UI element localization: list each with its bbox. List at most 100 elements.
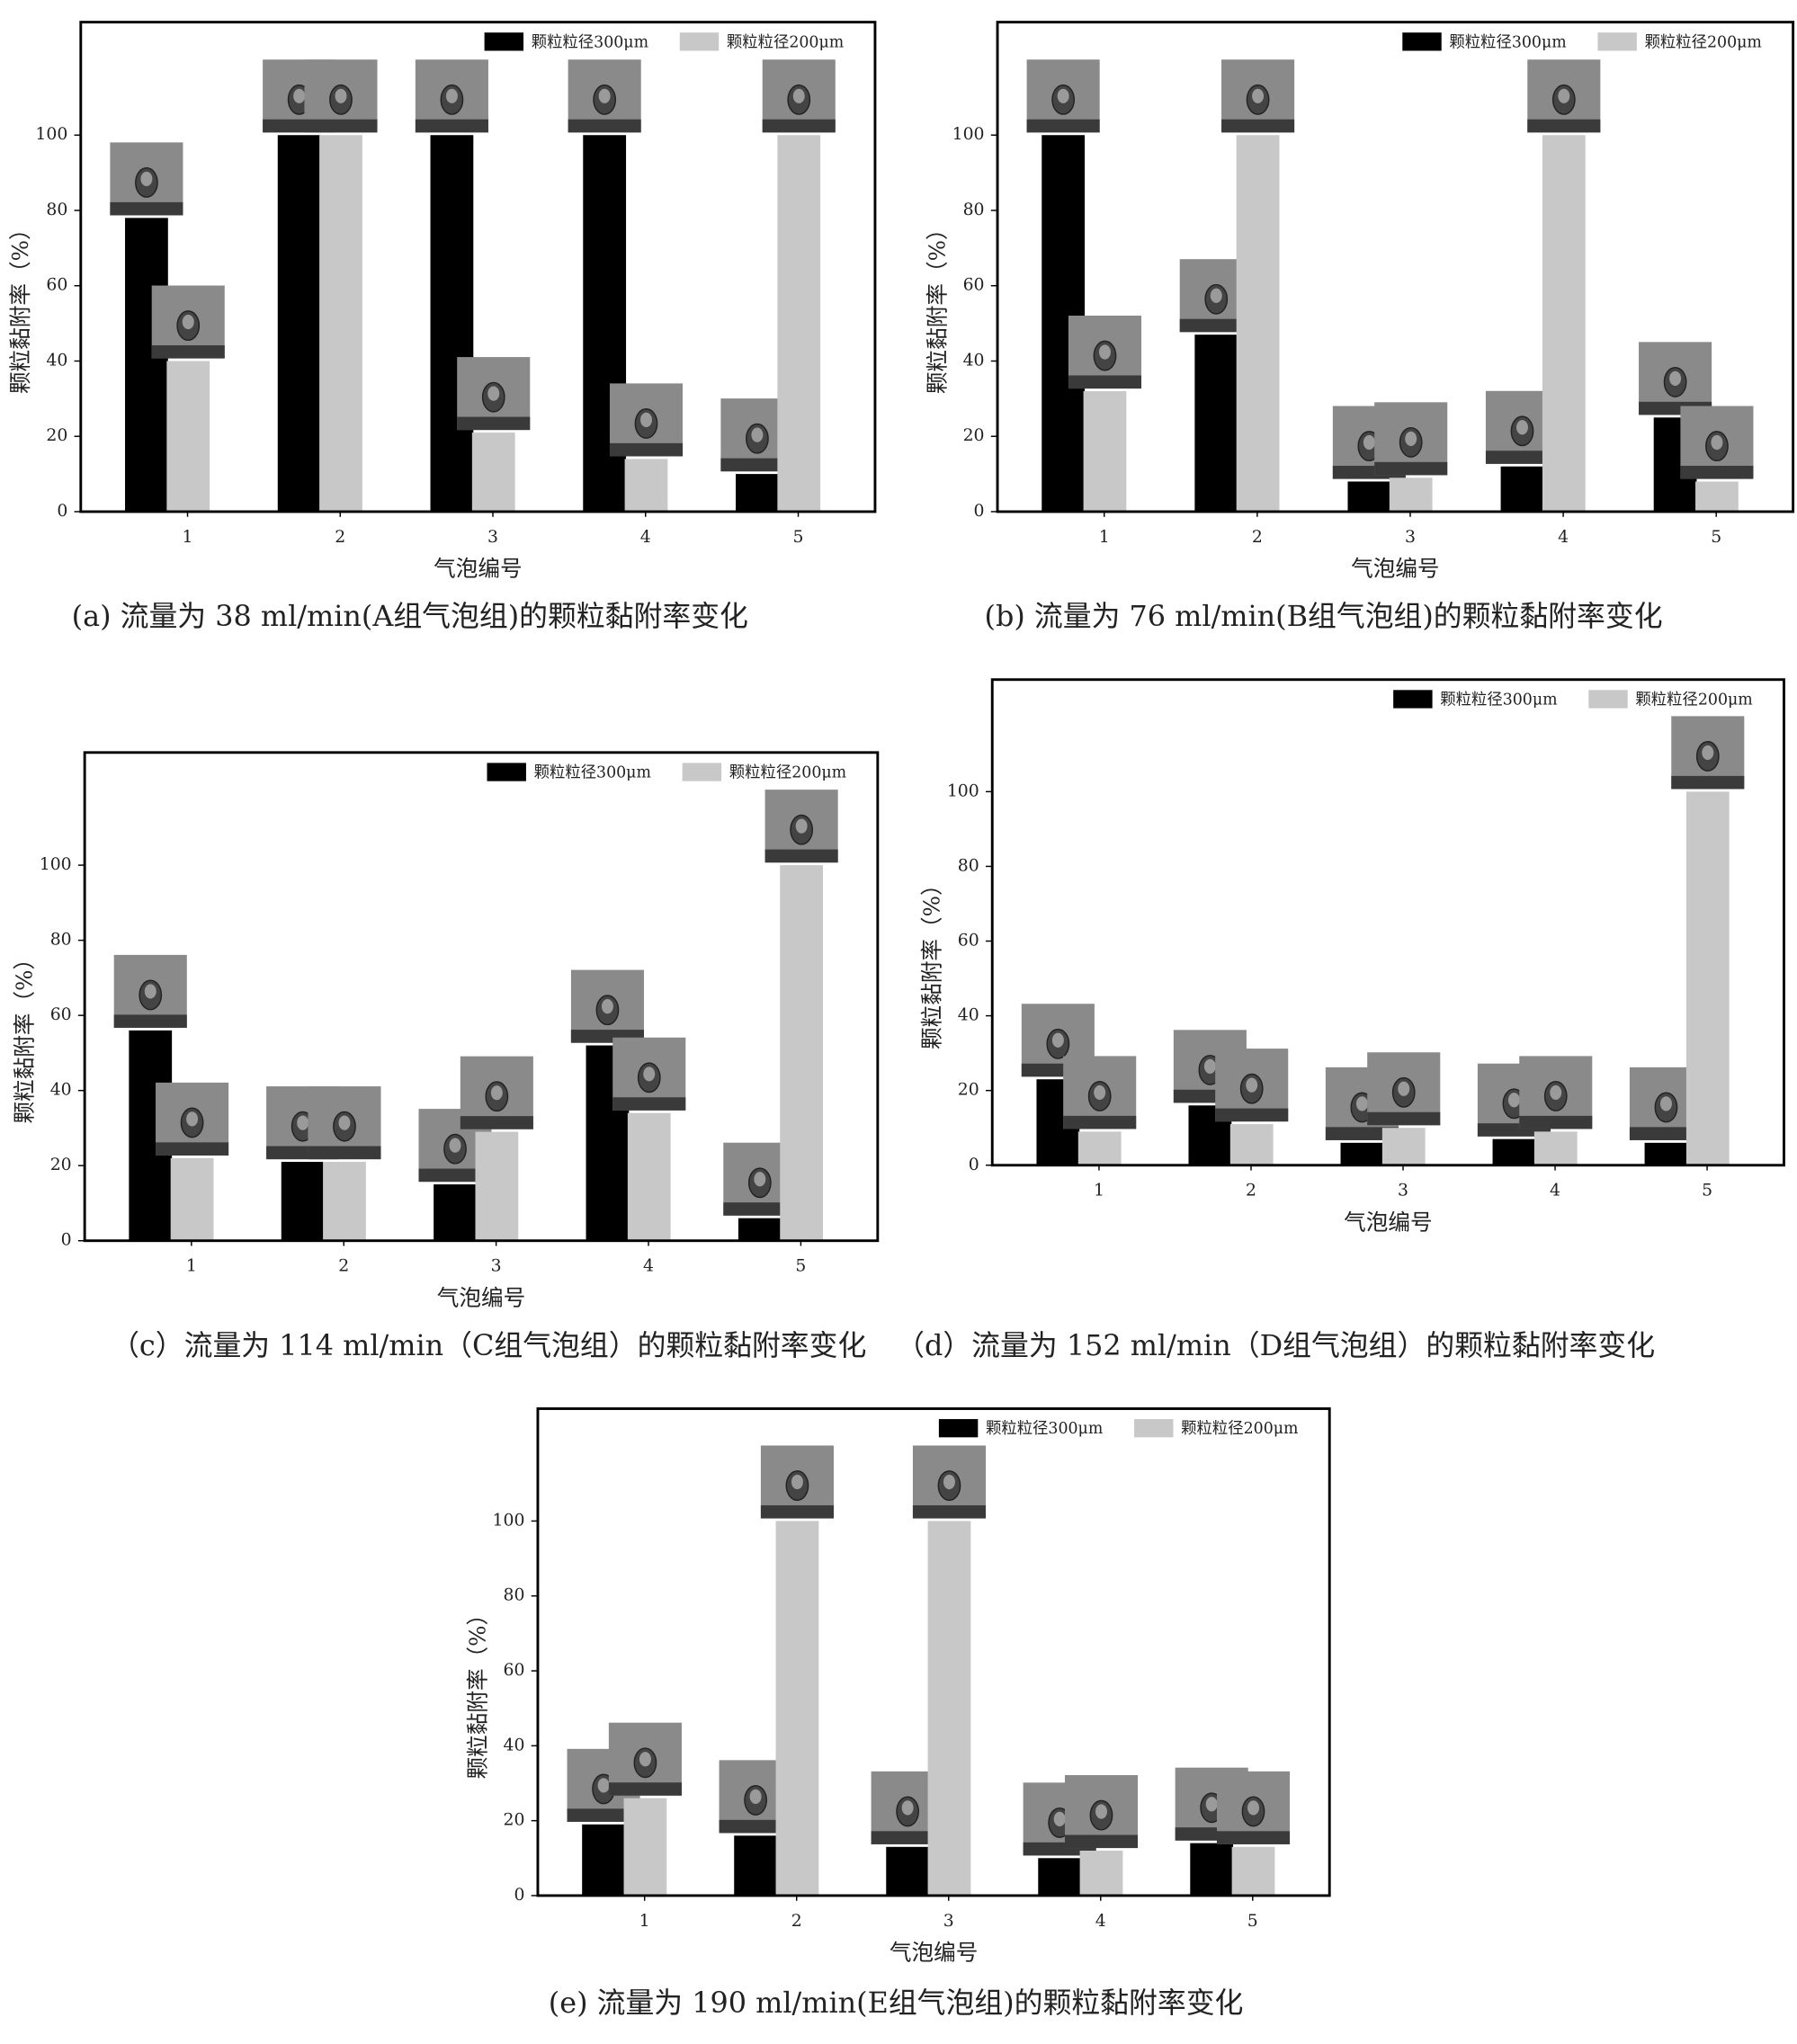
bar [734,1835,777,1896]
photo-base [1629,1127,1703,1140]
bar [780,865,824,1241]
y-axis-label: 颗粒黏附率（%） [919,873,945,1049]
bubble-hl [640,412,652,428]
y-tick-label: 80 [958,856,979,875]
bubble-hl [1246,1077,1258,1093]
caption: (e) 流量为 190 ml/min(E组气泡组)的颗粒黏附率变化 [549,1986,1244,2020]
bubble-hl [749,1789,762,1804]
bar [1083,390,1127,512]
bar [623,1798,667,1896]
plot-frame [990,678,1785,1167]
legend-swatch [487,763,526,781]
bar [775,1521,819,1896]
bubble-hl [297,1115,309,1130]
photo-base [760,1504,834,1519]
y-tick-label: 0 [514,1886,525,1905]
photo-base [151,344,225,359]
x-tick-label: 3 [487,528,498,547]
bar [475,1131,519,1241]
y-tick-label: 100 [952,125,985,144]
y-tick-label: 100 [947,781,979,800]
bar [166,361,210,512]
y-tick-label: 60 [958,932,979,951]
photo-base [568,119,641,133]
bubble-hl [490,1085,503,1101]
y-axis-label: 颗粒黏附率（%） [924,218,950,394]
y-tick-label: 20 [963,426,985,445]
y-tick-label: 20 [958,1081,979,1100]
y-tick-label: 20 [504,1811,525,1830]
bar [624,459,668,512]
photo-base [1179,318,1253,333]
bar [434,1184,477,1241]
bar [582,1824,625,1896]
bubble-hl [293,88,306,103]
bar [1231,1846,1275,1896]
legend-swatch [1402,32,1442,51]
bubble-hl [1355,1096,1368,1111]
bubble-hl [335,88,347,103]
y-tick-label: 100 [35,125,67,144]
y-tick-label: 60 [46,276,67,295]
x-tick-label: 4 [643,1257,654,1276]
photo-base [871,1831,944,1844]
x-tick-label: 4 [1095,1912,1106,1931]
bar [1038,1858,1082,1896]
bar [125,218,168,512]
bubble-hl [901,1800,914,1816]
bubble-hl [1095,1804,1107,1819]
bar [1190,1843,1234,1896]
legend-swatch [682,763,722,781]
legend-label: 颗粒粒径200μm [1181,1420,1298,1438]
x-tick-label: 5 [1702,1182,1712,1201]
bubble-hl [597,1778,610,1793]
chart: 1 2 3 4 5 0 20 40 60 80 100 颗粒粒径300μm 颗粒粒径200μm 气泡编号 颗… [7,21,877,633]
bubble-hl [601,999,613,1014]
photo-base [1063,1115,1137,1129]
bar [886,1846,930,1896]
bubble-hl [1711,434,1723,451]
bubble-hl [186,1111,199,1127]
bubble-hl [1094,1084,1106,1101]
bar [927,1521,971,1896]
bubble-hl [1210,288,1222,303]
photo-base [1527,119,1601,133]
bubble-hl [792,88,805,103]
x-tick-label: 3 [943,1912,954,1931]
y-tick-label: 100 [40,855,72,874]
bar [1389,478,1433,512]
bar [323,1162,366,1241]
bubble-hl [144,984,156,999]
bar [1685,791,1730,1165]
legend-swatch [938,1419,979,1438]
photo-base [1215,1108,1289,1122]
x-axis-label: 气泡编号 [434,556,522,582]
plot-frame [996,21,1795,513]
bubble-hl [140,171,153,187]
x-tick-label: 5 [1247,1912,1258,1931]
photo-base [762,119,836,133]
x-tick-label: 1 [183,528,193,547]
bubble-hl [182,314,194,330]
legend-swatch [1393,690,1433,709]
photo-base [415,119,488,133]
bar [281,1162,325,1241]
y-tick-label: 60 [963,276,985,295]
bar [1500,466,1544,512]
photo-base [612,1097,686,1111]
photo-base [609,442,684,457]
y-tick-label: 80 [504,1586,525,1605]
legend-swatch [1597,32,1637,51]
bubble-hl [1702,745,1714,761]
x-tick-label: 2 [335,528,345,547]
photo-base [912,1504,987,1519]
legend-swatch [1134,1419,1174,1438]
photo-base [608,1782,682,1796]
bubble-hl [1405,431,1417,446]
photo-base [1671,775,1745,790]
bar [738,1218,782,1241]
legend-label: 颗粒粒径300μm [532,33,648,51]
legend-swatch [484,32,524,51]
bubble-hl [1669,370,1682,386]
